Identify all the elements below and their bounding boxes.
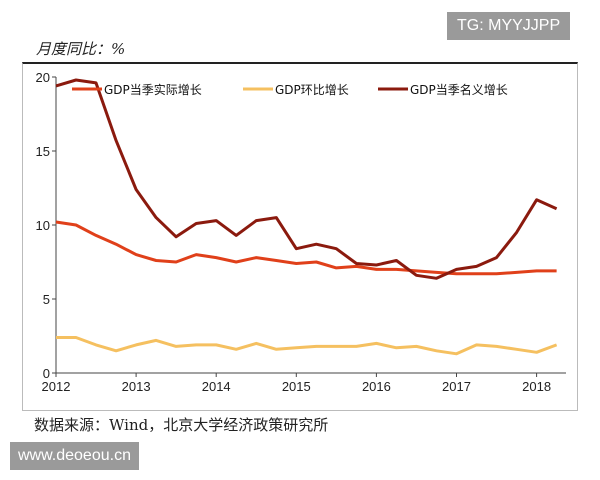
x-tick-label: 2018: [522, 379, 551, 394]
chart-frame: [22, 62, 578, 411]
y-tick-label: 10: [36, 218, 50, 233]
series-line-3: [55, 78, 558, 280]
series-line-1: [55, 220, 557, 276]
x-tick-label: 2016: [362, 379, 391, 394]
watermark: www.deoeou.cn: [10, 442, 139, 470]
x-tick-label: 2015: [282, 379, 311, 394]
legend-label-1: GDP当季实际增长: [104, 82, 202, 97]
y-tick-label: 0: [43, 366, 50, 381]
x-tick-label: 2017: [442, 379, 471, 394]
y-tick-label: 20: [36, 70, 50, 85]
chart-unit-title: 月度同比：%: [36, 40, 126, 58]
series-line-2: [56, 336, 558, 356]
tg-badge: TG: MYYJJPP: [447, 12, 571, 40]
y-tick-label: 5: [43, 292, 50, 307]
legend-label-3: GDP当季名义增长: [410, 82, 508, 97]
x-tick-label: 2012: [42, 379, 71, 394]
source-note: 数据来源：Wind，北京大学经济政策研究所: [34, 416, 329, 434]
y-tick-label: 15: [36, 144, 50, 159]
x-tick-label: 2013: [122, 379, 151, 394]
x-tick-label: 2014: [202, 379, 231, 394]
legend-label-2: GDP环比增长: [275, 83, 349, 97]
